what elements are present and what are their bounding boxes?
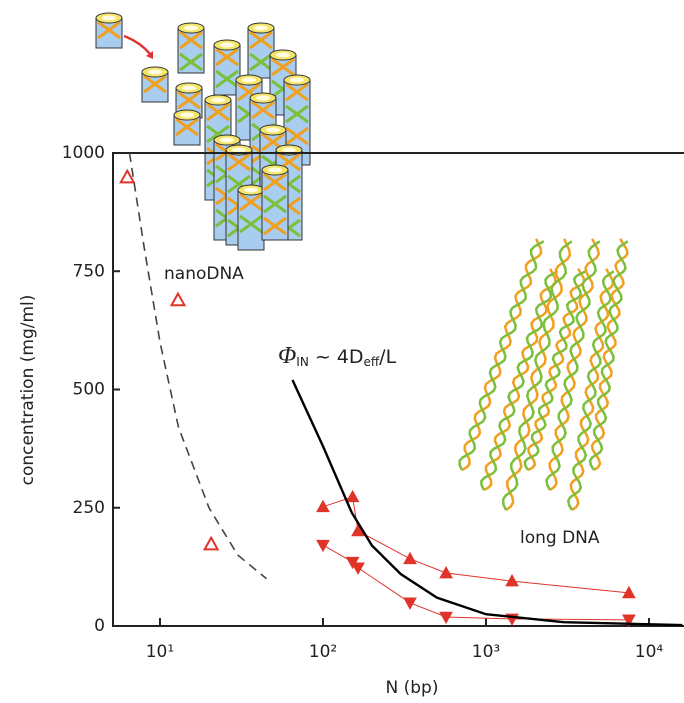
x-tick-label: 10⁴ — [635, 642, 664, 662]
cylinder-core — [290, 78, 304, 83]
cylinder-core — [268, 168, 282, 173]
data-point — [172, 294, 185, 306]
annotation: nanoDNA — [164, 264, 244, 284]
y-tick-label: 250 — [73, 498, 105, 518]
cylinder-core — [184, 26, 198, 31]
cylinder-core — [244, 188, 258, 193]
formula-part: ~ 4D — [309, 346, 364, 368]
data-point — [347, 491, 359, 502]
cylinder-core — [220, 43, 234, 48]
annotation: long DNA — [520, 528, 600, 548]
cylinder-core — [148, 70, 162, 75]
y-tick-label: 750 — [73, 261, 105, 281]
dna-strand — [568, 271, 614, 510]
cylinder-core — [254, 26, 268, 31]
x-axis-label: N (bp) — [386, 678, 439, 698]
formula-part: IN — [296, 355, 309, 369]
data-point — [317, 540, 329, 551]
arrow — [124, 36, 150, 54]
cylinder-body — [238, 190, 264, 250]
cylinder-core — [102, 16, 116, 21]
cylinder-core — [276, 53, 290, 58]
cylinder-core — [232, 148, 246, 153]
x-tick-label: 10² — [309, 642, 337, 662]
data-point — [404, 553, 416, 564]
cylinder-core — [182, 86, 196, 91]
illustrations — [96, 13, 628, 510]
data-point — [440, 567, 452, 578]
formula-part: /L — [379, 346, 396, 368]
cylinder-core — [282, 148, 296, 153]
series-line — [293, 380, 683, 625]
dna-strand — [503, 241, 572, 510]
cylinder-core — [242, 78, 256, 83]
formula-part: eff — [364, 355, 380, 369]
formula-part: Φ — [278, 343, 296, 369]
data-point — [205, 538, 218, 550]
cylinder-core — [256, 96, 270, 101]
y-axis-label: concentration (mg/ml) — [18, 295, 38, 486]
y-tick-label: 0 — [94, 616, 105, 636]
chart: 0 250 500 750 1000 10¹ 10² 10³ 10⁴ N (bp) concen… — [0, 0, 684, 703]
x-tick-label: 10³ — [472, 642, 500, 662]
y-tick-label: 500 — [73, 380, 105, 400]
cylinder-core — [266, 128, 280, 133]
data-point — [352, 563, 364, 574]
y-tick-label: 1000 — [62, 143, 105, 163]
data-point — [404, 598, 416, 609]
data-point — [317, 501, 329, 512]
x-tick-label: 10¹ — [146, 642, 174, 662]
page: {"chart_data": { "type": "scatter", "x_l… — [0, 0, 684, 703]
annotation: ΦIN ~ 4Deff/L — [278, 343, 397, 369]
cylinder-core — [220, 138, 234, 143]
cylinder-core — [211, 98, 225, 103]
series-line — [323, 545, 629, 620]
axes-frame — [113, 153, 684, 626]
cylinder-core — [180, 113, 194, 118]
